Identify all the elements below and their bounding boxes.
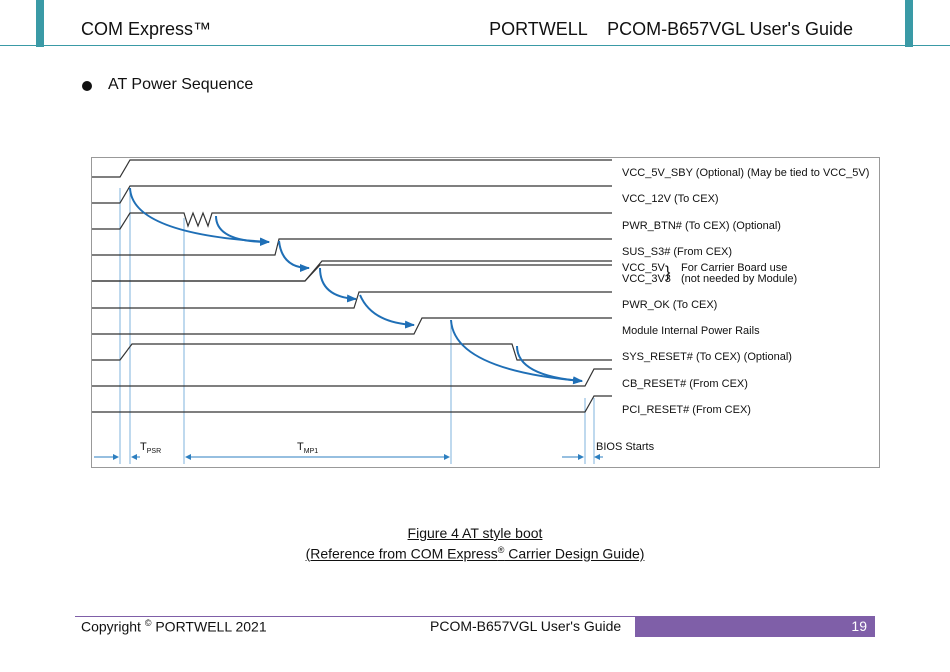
figure-caption: Figure 4 AT style boot — [407, 525, 543, 541]
section-title: AT Power Sequence — [108, 76, 254, 93]
signal-pcireset-label: PCI_RESET# (From CEX) — [622, 404, 751, 416]
carrier-note-line1: For Carrier Board use — [681, 262, 787, 274]
signal-internal-rails-label: Module Internal Power Rails — [622, 325, 760, 337]
copyright-mark: © — [144, 618, 152, 628]
page-number: 19 — [851, 618, 867, 634]
signal-vcc12v-label: VCC_12V (To CEX) — [622, 193, 719, 205]
footer-copyright: Copyright © PORTWELL 2021 — [81, 618, 267, 635]
tpsr-label: TPSR — [140, 441, 161, 455]
signal-cbreset-label: CB_RESET# (From CEX) — [622, 378, 748, 390]
page-number-box: 19 — [635, 616, 875, 637]
header-accent-left — [36, 0, 44, 47]
signal-pwrbtn-label: PWR_BTN# (To CEX) (Optional) — [622, 220, 781, 232]
bullet-icon — [82, 81, 92, 91]
tmp1-label: TMP1 — [297, 441, 318, 455]
bios-starts-label: BIOS Starts — [596, 441, 655, 453]
timing-diagram: VCC_5V_SBY (Optional) (May be tied to VC… — [91, 157, 880, 468]
signal-pwrok-label: PWR_OK (To CEX) — [622, 299, 717, 311]
copyright-suffix: PORTWELL 2021 — [151, 618, 267, 635]
reference-prefix: (Reference from COM Express — [305, 545, 498, 562]
signal-suss3-label: SUS_S3# (From CEX) — [622, 246, 732, 258]
sequence-arrows — [129, 187, 583, 385]
brace-glyph: } — [665, 264, 671, 281]
copyright-prefix: Copyright — [81, 618, 145, 635]
registered-mark: ® — [497, 545, 505, 555]
footer-document-title: PCOM-B657VGL User's Guide — [430, 618, 622, 634]
signal-sysreset-label: SYS_RESET# (To CEX) (Optional) — [622, 351, 792, 363]
guide-lines — [119, 188, 595, 464]
figure-reference: (Reference from COM Express® Carrier Des… — [0, 545, 950, 562]
reference-suffix: Carrier Design Guide) — [504, 545, 645, 562]
footer-rule — [75, 616, 635, 617]
header-accent-right — [905, 0, 913, 47]
header-title: PORTWELL PCOM-B657VGL User's Guide — [489, 19, 853, 39]
carrier-note-line2: (not needed by Module) — [681, 273, 797, 285]
signal-vcc5vsby-label: VCC_5V_SBY (Optional) (May be tied to VC… — [622, 167, 869, 179]
header-rule — [0, 45, 950, 46]
signal-vcc3v3-label: VCC_3V3 — [622, 273, 671, 285]
signal-vcc5v-label: VCC_5V — [622, 262, 665, 274]
header-product: COM Express™ — [81, 19, 212, 39]
